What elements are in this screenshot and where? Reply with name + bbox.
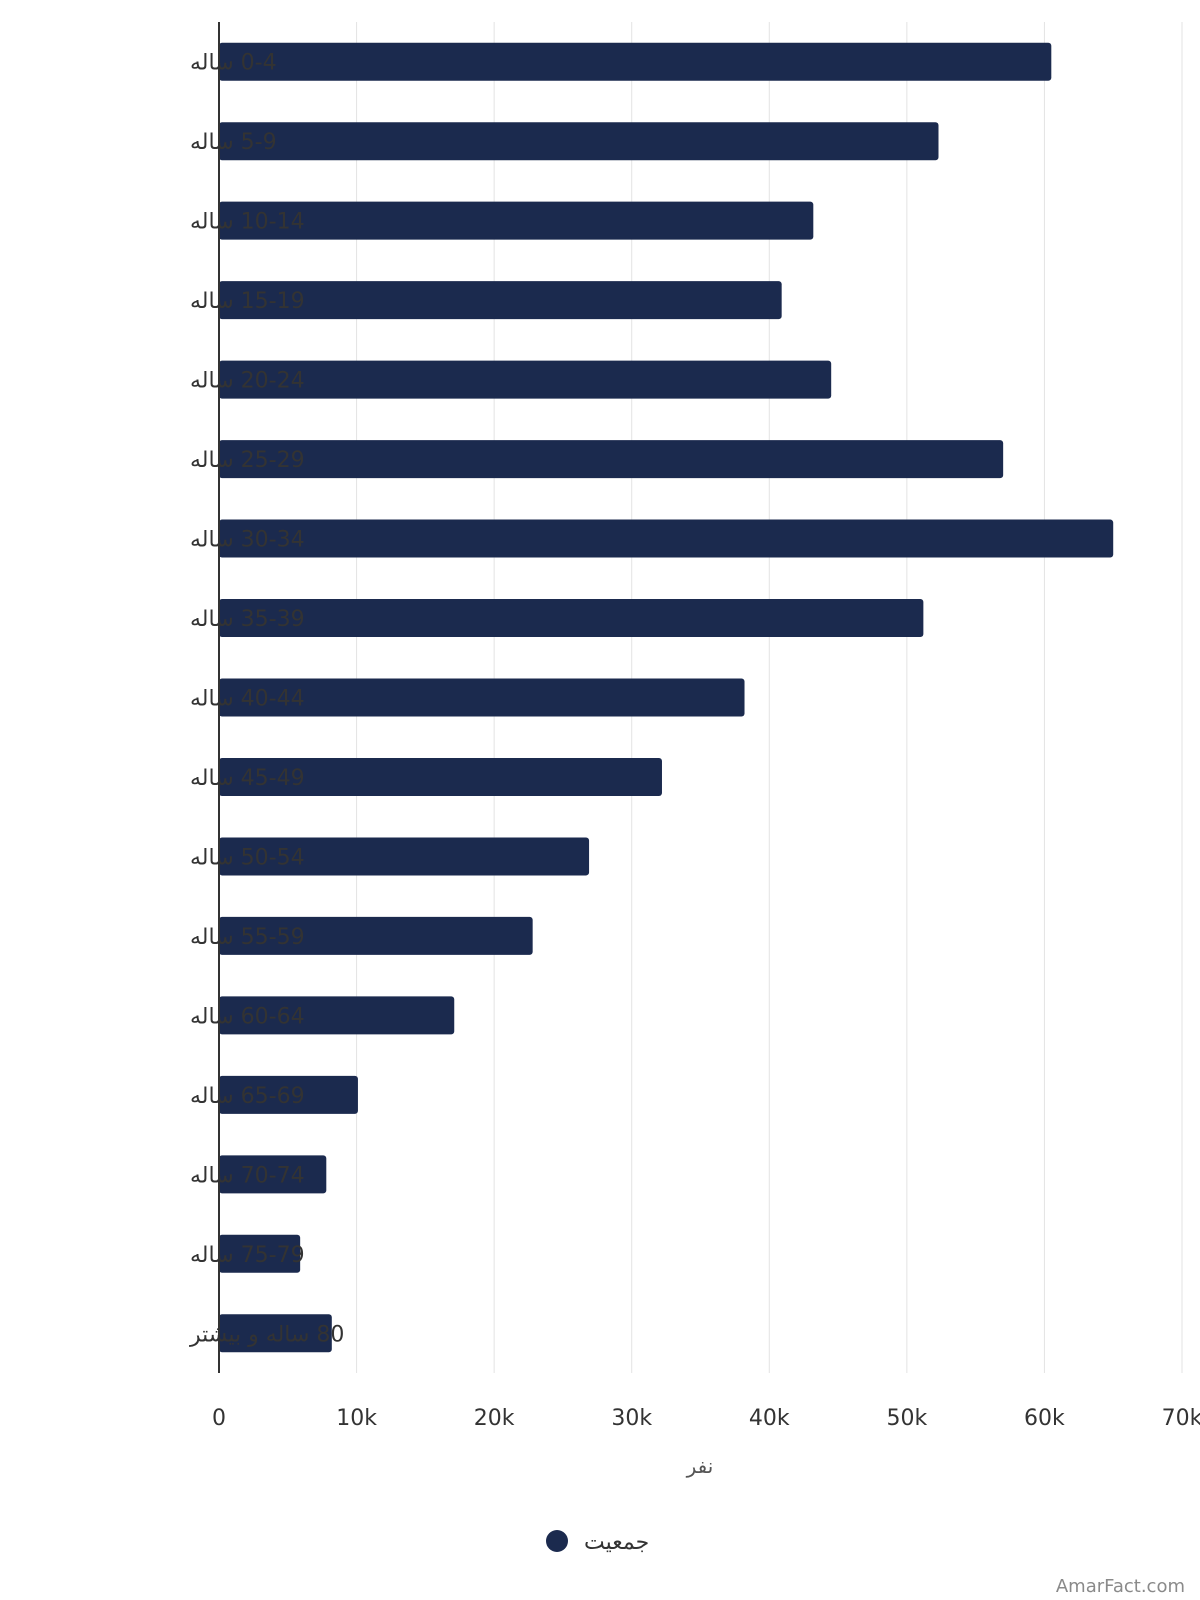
y-category-label: 45-49 ساله <box>190 766 305 791</box>
y-category-label: 80 ساله و بیشتر <box>189 1322 344 1347</box>
bar-layer <box>219 42 1114 1353</box>
x-tick-label: 20k <box>474 1406 515 1431</box>
bar[interactable] <box>219 1155 327 1194</box>
bar[interactable] <box>219 281 782 320</box>
bar[interactable] <box>219 42 1052 81</box>
y-category-label: 40-44 ساله <box>190 687 305 712</box>
y-category-label: 70-74 ساله <box>190 1163 305 1188</box>
y-category-label: 15-19 ساله <box>190 289 305 314</box>
y-category-label: 75-79 ساله <box>190 1243 305 1268</box>
y-category-label: 10-14 ساله <box>190 210 305 235</box>
y-category-label: 0-4 ساله <box>190 51 277 76</box>
bar[interactable] <box>219 1234 301 1273</box>
y-category-label: 60-64 ساله <box>190 1004 305 1029</box>
bar[interactable] <box>219 440 1004 479</box>
bar[interactable] <box>219 837 590 876</box>
x-axis-title: نفر <box>686 1454 714 1478</box>
bar[interactable] <box>219 678 745 717</box>
y-category-label: 30-34 ساله <box>190 528 305 553</box>
x-tick-label: 40k <box>749 1406 790 1431</box>
bar[interactable] <box>219 122 939 161</box>
y-category-label: 35-39 ساله <box>190 607 305 632</box>
bar[interactable] <box>219 519 1114 558</box>
bar[interactable] <box>219 916 533 955</box>
bar[interactable] <box>219 1314 332 1353</box>
x-tick-label: 0 <box>212 1406 226 1431</box>
y-category-label: 55-59 ساله <box>190 925 305 950</box>
x-tick-label: 70k <box>1162 1406 1200 1431</box>
bar[interactable] <box>219 757 662 796</box>
x-tick-label: 50k <box>886 1406 927 1431</box>
bar[interactable] <box>219 201 814 240</box>
x-tick-label: 60k <box>1024 1406 1065 1431</box>
legend-swatch <box>546 1530 568 1552</box>
y-category-label: 65-69 ساله <box>190 1084 305 1109</box>
watermark: AmarFact.com <box>1056 1576 1185 1597</box>
y-category-label: 20-24 ساله <box>190 369 305 394</box>
bar[interactable] <box>219 599 924 638</box>
x-tick-label: 10k <box>336 1406 377 1431</box>
x-tick-label: 30k <box>611 1406 652 1431</box>
y-category-label: 25-29 ساله <box>190 448 305 473</box>
label-layer: 0 10k 20k 30k 40k 50k 60k 70k 0-4 ساله 5-9 ساله 10… <box>189 51 1200 1431</box>
bar[interactable] <box>219 1075 358 1114</box>
bar[interactable] <box>219 360 832 399</box>
bar[interactable] <box>219 996 455 1035</box>
legend[interactable]: جمعیت <box>546 1530 649 1555</box>
y-category-label: 5-9 ساله <box>190 130 277 155</box>
y-category-label: 50-54 ساله <box>190 845 305 870</box>
legend-label: جمعیت <box>584 1530 649 1555</box>
